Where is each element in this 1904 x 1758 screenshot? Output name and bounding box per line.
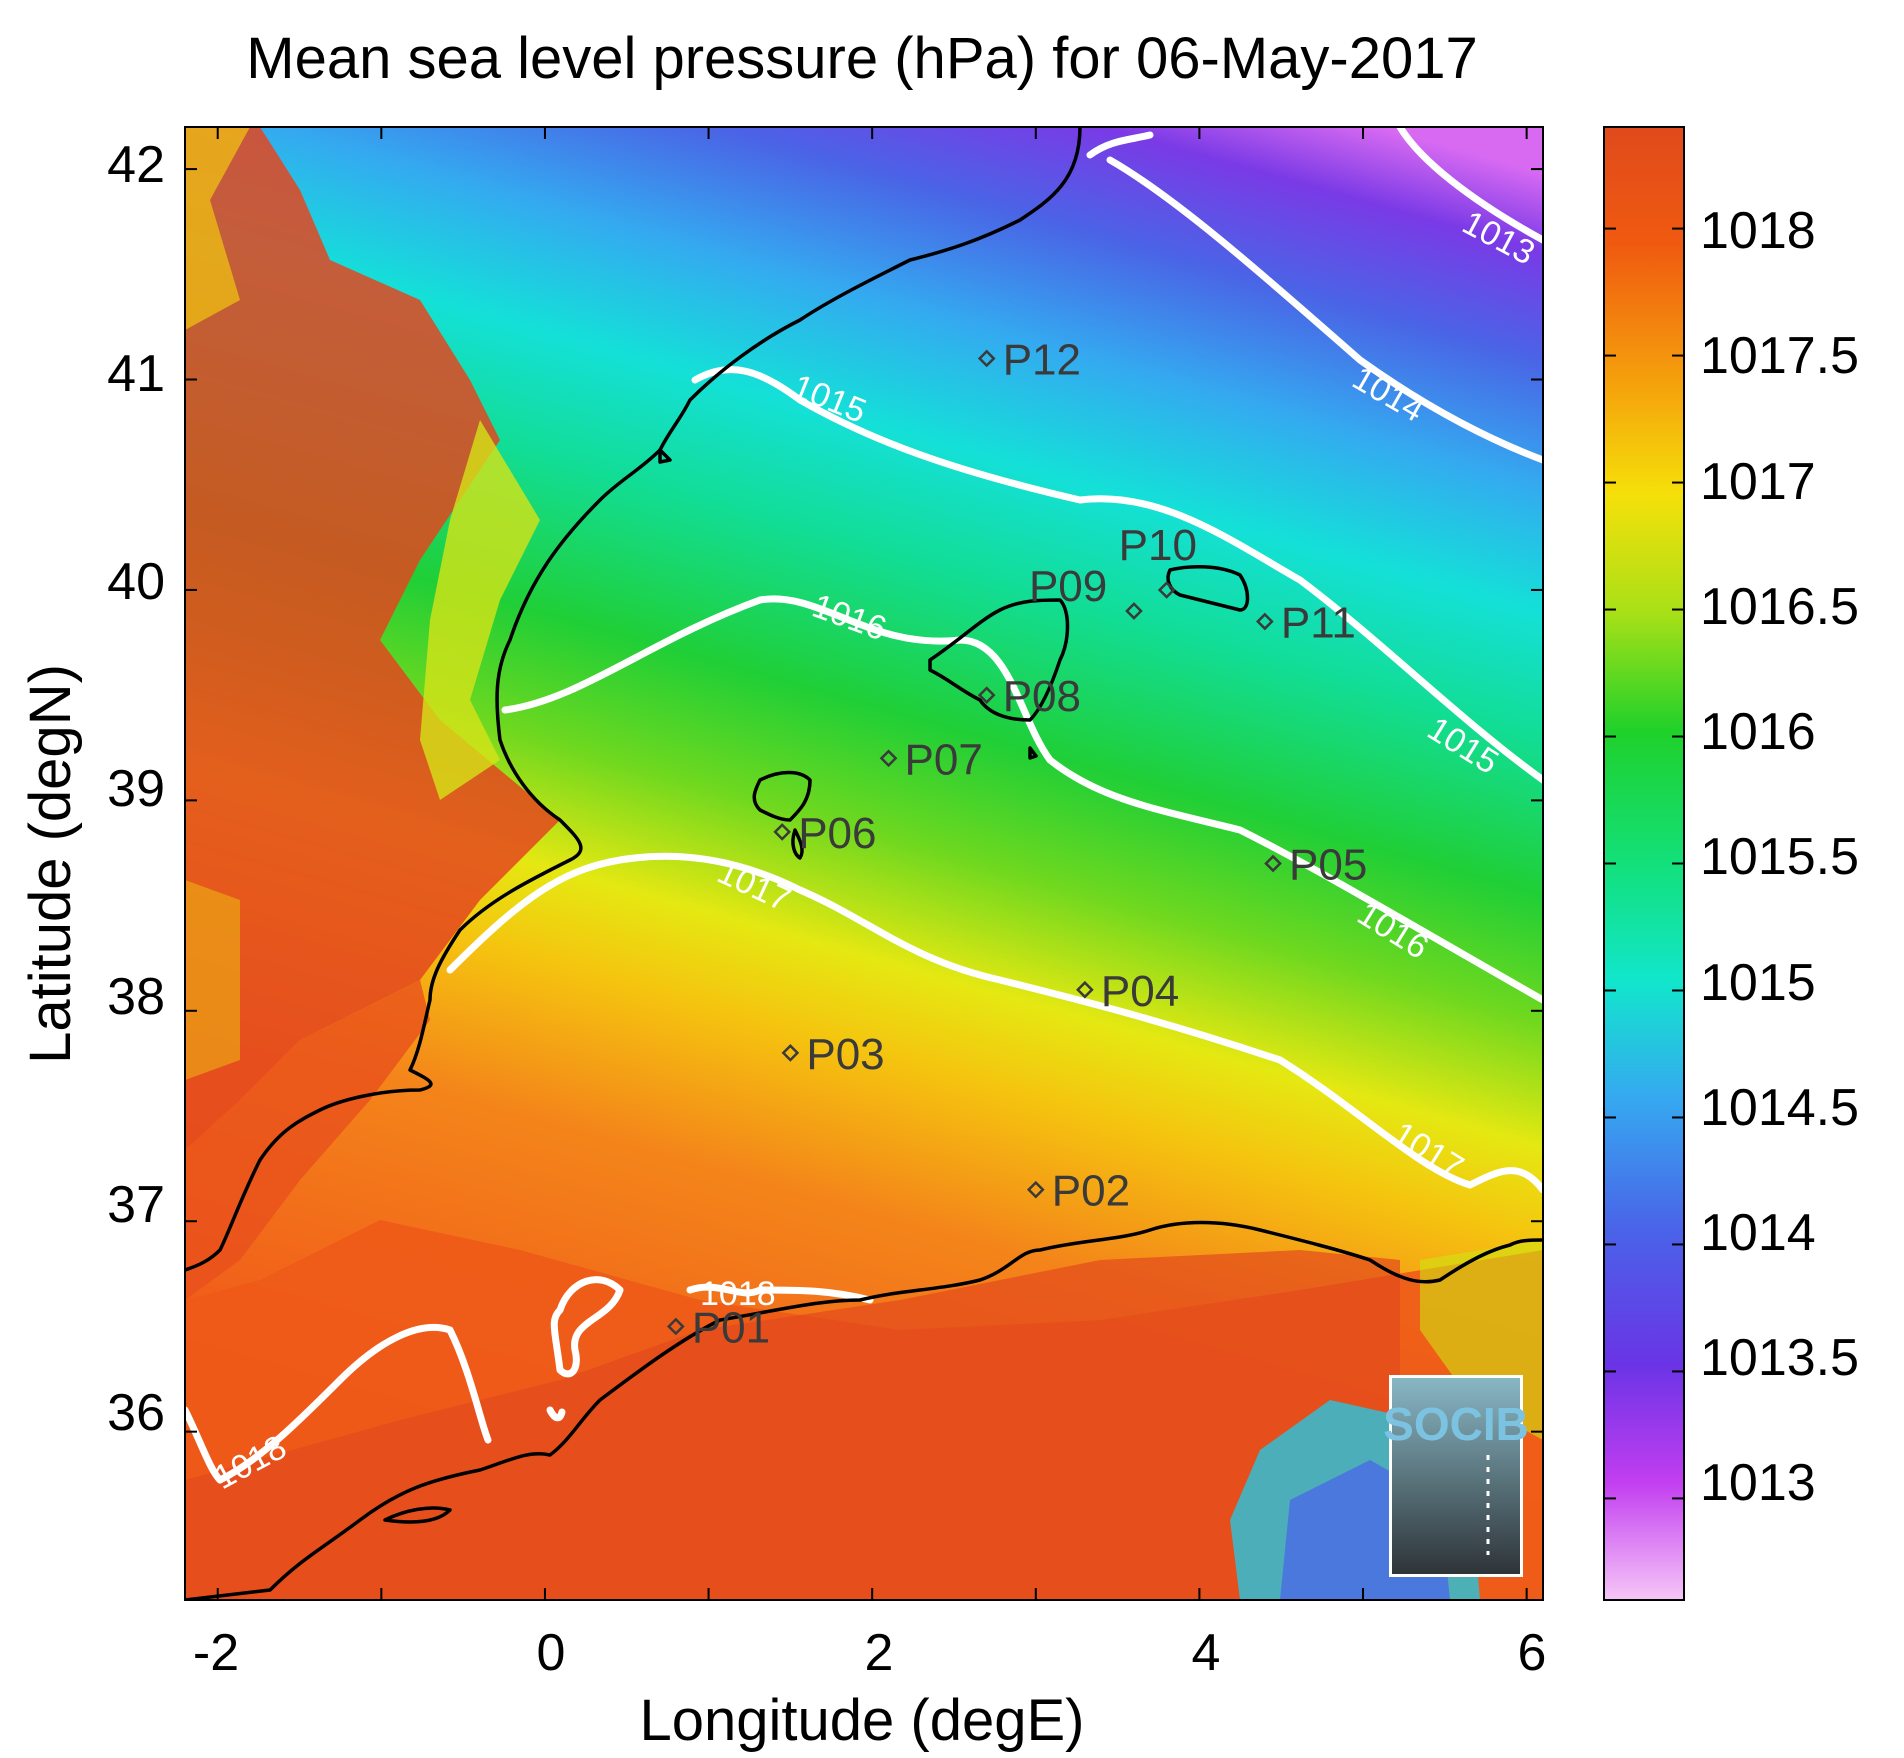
cabrera-island (1028, 746, 1038, 760)
isobar-1016 (501, 595, 1543, 1004)
y-tick-label: 42 (107, 136, 165, 194)
isobar-1018-loop (550, 1276, 624, 1378)
x-tick-label: -2 (193, 1624, 239, 1682)
map-frame (184, 126, 1544, 1601)
socib-logo-text: SOCIB (1383, 1398, 1529, 1450)
station-marker-p10 (1157, 581, 1176, 599)
ibiza-island (752, 770, 812, 822)
station-marker-p11 (1256, 612, 1274, 631)
station-label-p06: P06 (798, 809, 876, 858)
station-label-p01: P01 (692, 1303, 770, 1352)
station-label-p02: P02 (1052, 1167, 1130, 1216)
pressure-field (185, 127, 1543, 1600)
station-label-p04: P04 (1101, 967, 1179, 1016)
colorbar-tick-label: 1016.5 (1700, 578, 1859, 636)
x-axis-label: Longitude (degE) (640, 1688, 1085, 1753)
chart-title: Mean sea level pressure (hPa) for 06-May… (246, 26, 1477, 91)
station-marker-p01 (667, 1317, 685, 1336)
x-axis-ticks (184, 127, 1543, 1600)
station-label-p10: P10 (1119, 521, 1197, 570)
y-tick-label: 41 (107, 345, 165, 403)
colorbar-tick-label: 1013 (1700, 1454, 1816, 1512)
socib-logo-icon: SOCIB (1383, 1375, 1529, 1577)
colorbar-tick-label: 1014 (1700, 1204, 1816, 1262)
iberian-coastline (185, 127, 1082, 1272)
isobar-1015 (691, 366, 1543, 784)
mallorca-island (928, 598, 1070, 722)
y-tick-label: 39 (107, 760, 165, 818)
colorbar-tick-label: 1015 (1700, 954, 1816, 1012)
station-label-p03: P03 (806, 1030, 884, 1079)
isobar-1017 (446, 852, 1543, 1194)
colorbar-tick-label: 1016 (1700, 703, 1816, 761)
y-tick-label: 37 (107, 1176, 165, 1234)
station-marker-p04 (1076, 980, 1094, 999)
x-axis-tick-labels: -2 0 2 4 6 (193, 1624, 1547, 1682)
colorbar-ticks (1604, 227, 1684, 1500)
x-tick-label: 2 (865, 1624, 894, 1682)
isobar-1014 (1106, 156, 1543, 464)
contour-label-1018-east: 1018 (700, 1275, 776, 1313)
station-marker-p06 (773, 823, 792, 841)
x-tick-label: 4 (1192, 1624, 1221, 1682)
y-axis-label: Latitude (degN) (18, 664, 83, 1064)
station-marker-p02 (1026, 1180, 1045, 1199)
station-label-p09: P09 (1029, 562, 1107, 611)
colorbar-gradient (1603, 126, 1685, 1601)
isobar-1018-east (686, 1283, 874, 1304)
station-marker-p07 (879, 749, 898, 768)
station-marker-p03 (781, 1044, 800, 1062)
colorbar-tick-label: 1017.5 (1700, 327, 1859, 385)
alboran-coast-segment (383, 1506, 452, 1524)
station-marker-p08 (977, 686, 996, 704)
x-tick-label: 0 (537, 1624, 566, 1682)
colorbar: 1018 1017.5 1017 1016.5 1016 1015.5 1015… (1603, 126, 1859, 1601)
y-axis-tick-labels: 42 41 40 39 38 37 36 (107, 136, 165, 1442)
station-label-p05: P05 (1289, 841, 1367, 890)
isobar-1013 (1396, 127, 1543, 244)
colorbar-tick-label: 1015.5 (1700, 828, 1859, 886)
formentera-island (791, 828, 804, 860)
coastlines (185, 127, 1543, 1600)
station-label-p12: P12 (1003, 335, 1081, 384)
station-label-p07: P07 (905, 735, 983, 784)
station-marker-p12 (977, 349, 996, 368)
isobar-1014-north (1086, 131, 1154, 159)
y-tick-label: 40 (107, 553, 165, 611)
columbretes-island (658, 448, 672, 464)
station-label-p08: P08 (1003, 672, 1081, 721)
colorbar-tick-label: 1018 (1700, 202, 1816, 260)
station-marker-p09 (1125, 602, 1143, 620)
station-marker-p05 (1264, 854, 1282, 873)
y-tick-label: 38 (107, 968, 165, 1026)
isobar-1018-dots (546, 1406, 566, 1422)
africa-coastline (185, 1220, 1543, 1600)
isobar-contours (185, 127, 1543, 1484)
isobar-1018-west (185, 1323, 492, 1484)
colorbar-tick-label: 1017 (1700, 453, 1816, 511)
colorbar-tick-label: 1014.5 (1700, 1079, 1859, 1137)
colorbar-tick-label: 1013.5 (1700, 1329, 1859, 1387)
y-tick-label: 36 (107, 1384, 165, 1442)
x-tick-label: 6 (1518, 1624, 1547, 1682)
station-label-p11: P11 (1281, 599, 1356, 648)
